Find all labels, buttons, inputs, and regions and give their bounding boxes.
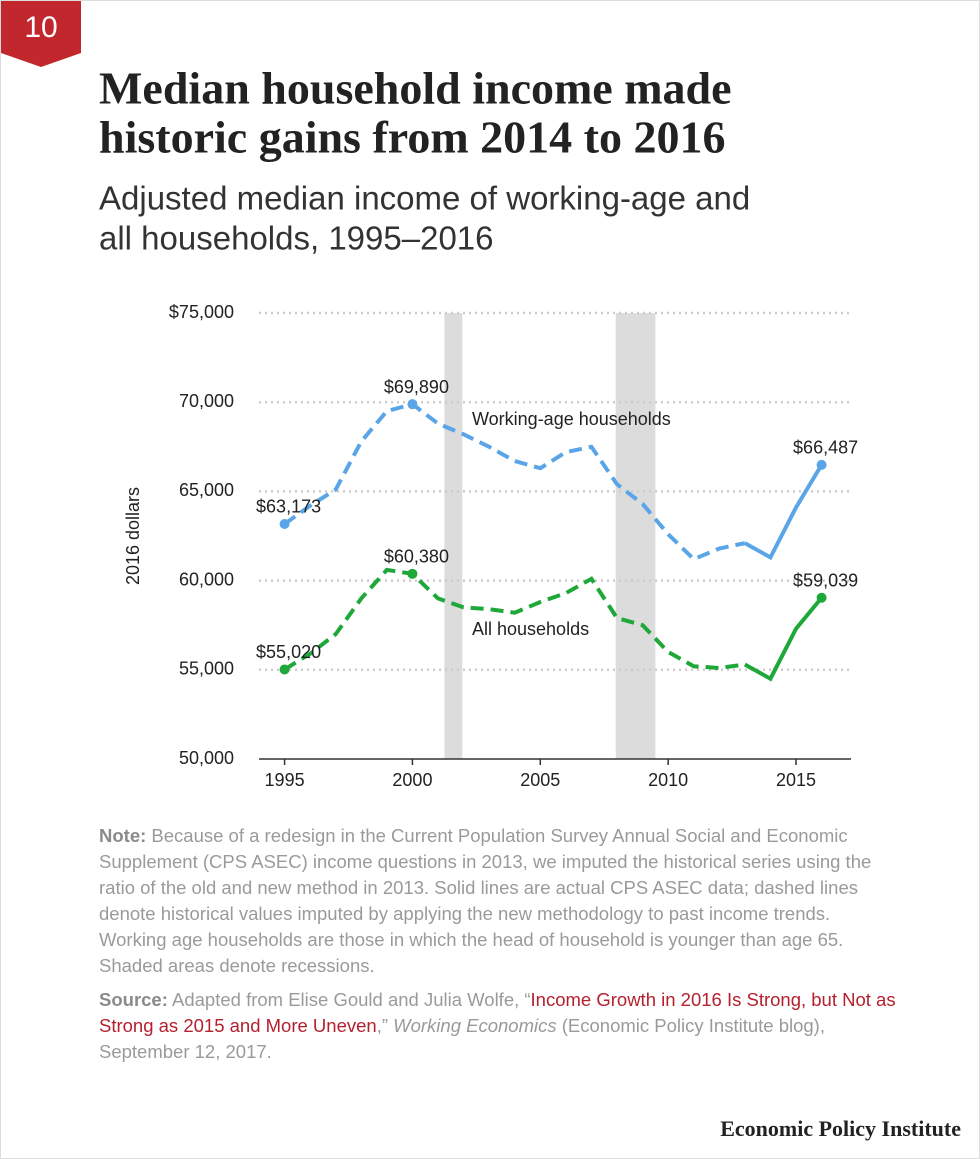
footer: Economic Policy Institute (720, 1116, 961, 1141)
y-tick-label: 70,000 (179, 391, 234, 411)
point (816, 592, 827, 603)
chart-subtitle: Adjusted median income of working-age an… (99, 180, 750, 217)
source-text: ,” (376, 1015, 394, 1036)
y-tick-label: 55,000 (179, 659, 234, 679)
point (407, 399, 418, 410)
badge-shape (1, 1, 81, 67)
point (816, 459, 827, 470)
source-publication: Working Economics (393, 1015, 557, 1036)
series-line (283, 567, 746, 672)
point (279, 518, 290, 529)
series-label: Working-age households (472, 409, 671, 429)
chart: 10 Median household income made historic… (1, 1, 858, 790)
chart-title: historic gains from 2014 to 2016 (99, 112, 726, 163)
value-label: $59,039 (793, 570, 858, 590)
point (279, 664, 290, 675)
source: Source: Adapted from Elise Gould and Jul… (99, 987, 899, 1065)
x-tick-label: 2010 (648, 770, 688, 790)
value-label: $60,380 (384, 547, 449, 567)
recession-shade (444, 313, 463, 759)
x-tick-label: 2015 (776, 770, 816, 790)
value-label: $69,890 (384, 377, 449, 397)
note: Note: Because of a redesign in the Curre… (99, 823, 899, 979)
x-tick-label: 1995 (265, 770, 305, 790)
notes: Note: Because of a redesign in the Curre… (99, 823, 899, 1073)
badge: 10 (24, 11, 57, 44)
source-text: (Economic Policy Institute blog), Septem… (99, 1015, 825, 1062)
source-text: Adapted from Elise Gould and Julia Wolfe… (167, 989, 531, 1010)
chart-subtitle: all households, 1995–2016 (99, 220, 494, 257)
series-line (283, 401, 746, 562)
y-tick-label: 60,000 (179, 569, 234, 589)
y-tick-label: 50,000 (179, 748, 234, 768)
point (407, 568, 418, 579)
note-label: Note: (99, 825, 147, 846)
y-tick-label: 65,000 (179, 480, 234, 500)
value-label: $66,487 (793, 438, 858, 458)
series-line (743, 596, 824, 682)
x-tick-label: 2005 (520, 770, 560, 790)
chart-title: Median household income made (99, 63, 732, 114)
note-text: Because of a redesign in the Current Pop… (99, 825, 872, 976)
recession-shade (615, 313, 656, 759)
series-label: All households (472, 619, 589, 639)
source-link[interactable]: Income Growth in 2016 Is Strong, but Not… (99, 989, 896, 1036)
series-line (743, 463, 824, 561)
x-tick-label: 2000 (392, 770, 432, 790)
y-axis-label: 2016 dollars (123, 487, 143, 585)
value-label: $55,020 (256, 642, 321, 662)
source-label: Source: (99, 989, 168, 1010)
value-label: $63,173 (256, 497, 321, 517)
y-tick-label: $75,000 (169, 302, 234, 322)
